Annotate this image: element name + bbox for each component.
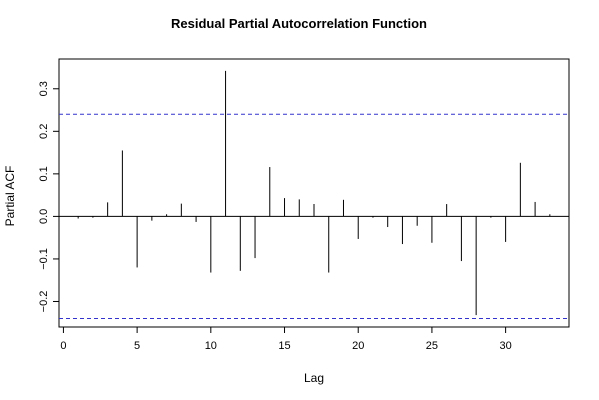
y-tick-label: 0.1	[38, 166, 50, 181]
x-tick-label: 30	[499, 340, 511, 352]
x-axis: 0 5 10 15 20 25 30	[60, 326, 512, 352]
x-tick-label: 25	[426, 340, 438, 352]
y-axis: −0.2 −0.1 0.0 0.1 0.2 0.3	[38, 81, 60, 313]
y-tick-label: 0.3	[38, 81, 50, 96]
x-axis-label: Lag	[304, 371, 324, 385]
x-tick-label: 15	[278, 340, 290, 352]
x-tick-label: 20	[352, 340, 364, 352]
pacf-spikes	[77, 70, 551, 316]
y-tick-label: 0.0	[38, 209, 50, 224]
x-tick-label: 0	[60, 340, 66, 352]
chart-title: Residual Partial Autocorrelation Functio…	[171, 16, 427, 31]
x-tick-label: 10	[205, 340, 217, 352]
y-tick-label: −0.1	[38, 248, 50, 270]
plot-frame	[58, 58, 570, 328]
y-axis-label: Partial ACF	[3, 166, 17, 227]
x-tick-label: 5	[134, 340, 140, 352]
y-tick-label: −0.2	[38, 291, 50, 313]
confidence-lines	[59, 113, 569, 319]
y-tick-label: 0.2	[38, 124, 50, 139]
